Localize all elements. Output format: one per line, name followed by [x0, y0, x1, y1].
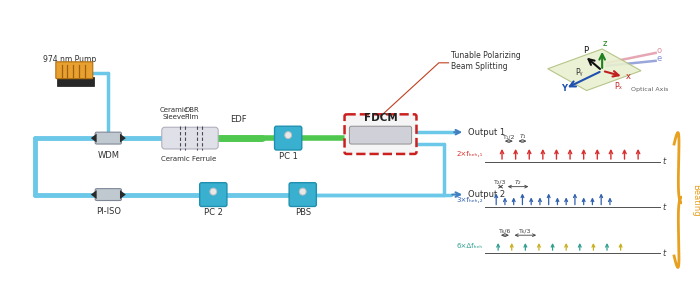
FancyBboxPatch shape: [274, 126, 302, 150]
Text: t: t: [662, 203, 666, 212]
Text: Ceramic Ferrule: Ceramic Ferrule: [162, 156, 216, 162]
Text: Tunable Polarizing
Beam Splitting: Tunable Polarizing Beam Splitting: [451, 51, 520, 71]
Text: t: t: [662, 157, 666, 166]
Text: Output 2: Output 2: [468, 190, 505, 199]
Text: T₆/3: T₆/3: [519, 228, 531, 233]
FancyBboxPatch shape: [95, 189, 121, 201]
Text: EDF: EDF: [230, 115, 247, 124]
Circle shape: [210, 188, 217, 195]
Polygon shape: [91, 134, 97, 142]
Text: 974 nm Pump: 974 nm Pump: [43, 55, 96, 64]
Text: Ceramic
Sleeve: Ceramic Sleeve: [160, 107, 189, 120]
Text: Pᵧ: Pᵧ: [575, 68, 582, 77]
FancyBboxPatch shape: [57, 77, 94, 86]
Text: WDM: WDM: [97, 151, 119, 160]
Text: T₁/2: T₁/2: [503, 134, 515, 139]
Text: Output 1: Output 1: [468, 128, 505, 137]
Text: x: x: [626, 72, 631, 81]
Polygon shape: [120, 190, 126, 199]
Text: 2×fₕₑₕ,₁: 2×fₕₑₕ,₁: [456, 151, 482, 157]
Circle shape: [285, 132, 292, 139]
FancyBboxPatch shape: [349, 126, 412, 144]
Circle shape: [300, 188, 306, 195]
Text: PBS: PBS: [295, 208, 311, 218]
Text: Beating: Beating: [692, 184, 700, 216]
Text: T₂: T₂: [515, 180, 522, 185]
Text: FDCM: FDCM: [363, 113, 398, 123]
Text: PI-ISO: PI-ISO: [96, 207, 121, 216]
Polygon shape: [547, 49, 641, 91]
Text: P: P: [582, 46, 588, 55]
Text: T₂/3: T₂/3: [494, 180, 507, 185]
FancyBboxPatch shape: [199, 183, 227, 207]
Text: Pₓ: Pₓ: [614, 82, 622, 91]
Polygon shape: [91, 190, 97, 199]
Text: 6×Δfₕₑₕ: 6×Δfₕₑₕ: [456, 243, 482, 249]
Text: T₆/6: T₆/6: [499, 228, 511, 233]
Text: PC 2: PC 2: [204, 208, 223, 218]
Text: DBR
Film: DBR Film: [185, 107, 200, 120]
Text: T₁: T₁: [519, 134, 526, 139]
FancyBboxPatch shape: [289, 183, 316, 207]
Text: Y: Y: [561, 83, 567, 93]
Text: e: e: [657, 54, 661, 63]
FancyBboxPatch shape: [56, 62, 93, 79]
Text: Optical Axis: Optical Axis: [631, 86, 668, 91]
Text: z: z: [603, 39, 608, 48]
Text: PC 1: PC 1: [279, 152, 298, 161]
Polygon shape: [120, 134, 126, 142]
Text: t: t: [662, 249, 666, 257]
Text: 3×fₕₑₕ,₂: 3×fₕₑₕ,₂: [456, 196, 482, 203]
FancyBboxPatch shape: [162, 127, 218, 149]
FancyBboxPatch shape: [95, 132, 121, 144]
FancyBboxPatch shape: [344, 114, 416, 154]
Text: o: o: [657, 46, 661, 55]
